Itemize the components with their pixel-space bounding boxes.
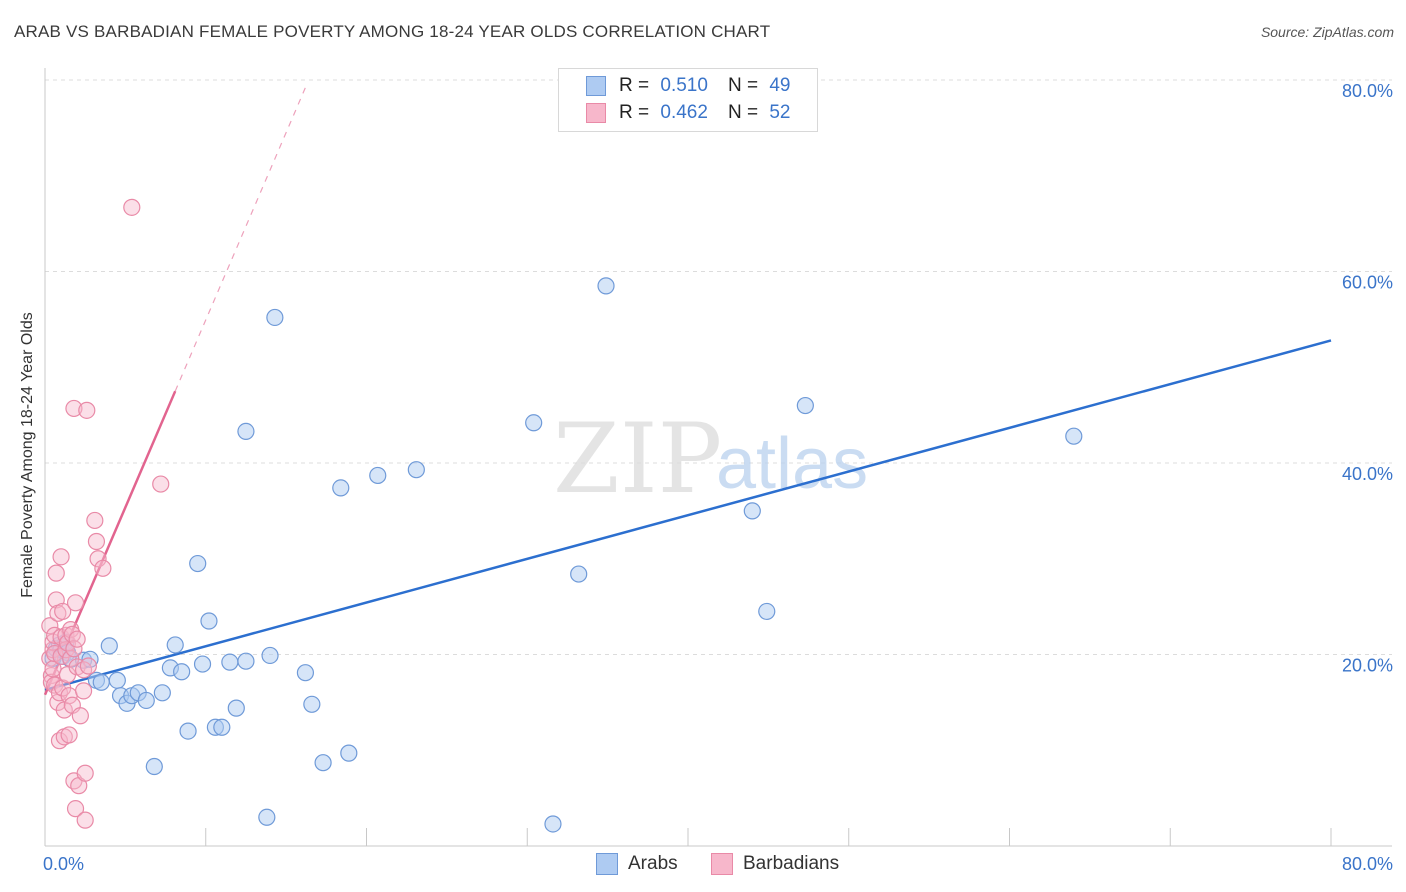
barbadians-point [94, 559, 112, 577]
arabs-point [261, 646, 279, 665]
barbadians-point [62, 649, 80, 667]
arabs-point [1065, 427, 1083, 445]
barbadians-point [71, 707, 89, 725]
barbadians-point [76, 811, 94, 829]
barbadians-point [41, 617, 59, 635]
legend-item-arabs: Arabs [596, 851, 678, 877]
arabs-point [227, 699, 245, 717]
legend-label-barbadians: Barbadians [743, 853, 840, 874]
n-label: N = [727, 102, 759, 123]
barbadians-point [86, 511, 104, 530]
barbadians-point [87, 532, 106, 551]
arabs-point [200, 612, 218, 630]
watermark-atlas: atlas [716, 424, 868, 504]
barbadians-point [65, 399, 83, 418]
arabs-point [81, 650, 99, 668]
barbadians-point [123, 198, 141, 216]
legend-label-arabs: Arabs [628, 853, 678, 874]
stats-swatch-barbadians [586, 103, 606, 123]
legend-swatch-barbadians [711, 853, 733, 875]
y-tick-label: 60.0% [1342, 273, 1393, 293]
arabs-point [266, 308, 284, 327]
y-tick-label: 80.0% [1342, 81, 1393, 101]
legend-swatch-arabs [596, 853, 618, 875]
arabs-point [296, 664, 315, 682]
n-value: 52 [769, 102, 791, 123]
arabs-point [166, 636, 184, 654]
x-tick-label: 0.0% [43, 854, 84, 874]
arabs-point [525, 414, 543, 432]
arabs-point [407, 461, 425, 479]
barbadians-point [52, 548, 70, 566]
barbadians-point [78, 401, 96, 419]
arabs-point [221, 653, 239, 671]
r-label: R = [619, 75, 650, 96]
arabs-point [597, 277, 615, 295]
arabs-point [332, 479, 350, 497]
barbadians-point [152, 475, 170, 493]
r-value: 0.462 [660, 102, 708, 123]
arabs-point [108, 671, 126, 689]
arabs-point [570, 565, 588, 583]
arabs-point [173, 663, 191, 681]
arabs-point [237, 652, 255, 670]
arabs-point [743, 502, 761, 520]
barbadians-point [63, 625, 81, 643]
legend-item-barbadians: Barbadians [711, 851, 839, 877]
arabs-point [153, 684, 171, 702]
arabs-point [193, 655, 212, 673]
n-value: 49 [769, 75, 791, 96]
arabs-trend-line [44, 339, 1332, 692]
grid-lines [45, 79, 1392, 655]
arabs-point [179, 722, 197, 740]
barbadians-point [79, 657, 98, 675]
source-credit: Source: ZipAtlas.com [1260, 24, 1394, 40]
arabs-point [369, 466, 387, 485]
barbadians-point [65, 640, 83, 658]
axes [44, 68, 1392, 847]
data-points [41, 198, 1083, 833]
arabs-point [145, 757, 163, 776]
arabs-point [796, 396, 814, 415]
arabs-point [303, 695, 321, 713]
watermark-zip: ZIP [553, 403, 722, 515]
barbadians-point [74, 682, 93, 700]
barbadians-point [54, 602, 72, 621]
arabs-point [213, 718, 231, 736]
arabs-point [314, 754, 332, 772]
barbadians-point [68, 630, 86, 648]
y-tick-label: 20.0% [1342, 656, 1393, 676]
n-label: N = [727, 75, 759, 96]
trend-lines [43, 83, 1332, 696]
arabs-point [237, 422, 255, 441]
arabs-point [258, 808, 276, 826]
arabs-point [137, 691, 155, 710]
tick-labels: 20.0% 40.0% 60.0% 80.0% 0.0% 80.0% [43, 81, 1393, 874]
arabs-point [100, 637, 118, 655]
barbadians-point [66, 800, 85, 818]
stats-swatch-arabs [586, 76, 606, 96]
barbadians-point [66, 594, 85, 612]
arabs-point [544, 815, 562, 833]
arabs-point [92, 673, 110, 691]
watermark: ZIP atlas [553, 403, 868, 515]
chart-title: ARAB VS BARBADIAN FEMALE POVERTY AMONG 1… [14, 22, 771, 41]
stats-row-arabs: R = 0.510 N = 49 [619, 74, 790, 98]
r-value: 0.510 [660, 75, 708, 96]
arabs-point [189, 554, 207, 573]
barbadians-point [50, 684, 69, 702]
x-tick-label: 80.0% [1342, 854, 1393, 874]
y-tick-label: 40.0% [1342, 464, 1393, 484]
barbadians-point [76, 764, 94, 782]
barbadians-point [60, 726, 78, 744]
barbadians-point [47, 564, 65, 582]
stats-row-barbadians: R = 0.462 N = 52 [619, 101, 790, 125]
r-label: R = [619, 102, 650, 123]
barbadians-point [89, 550, 107, 568]
y-axis-label: Female Poverty Among 18-24 Year Olds [19, 312, 36, 598]
arabs-point [758, 602, 776, 621]
barbadians-trend-extension [174, 83, 308, 392]
arabs-point [340, 744, 358, 762]
